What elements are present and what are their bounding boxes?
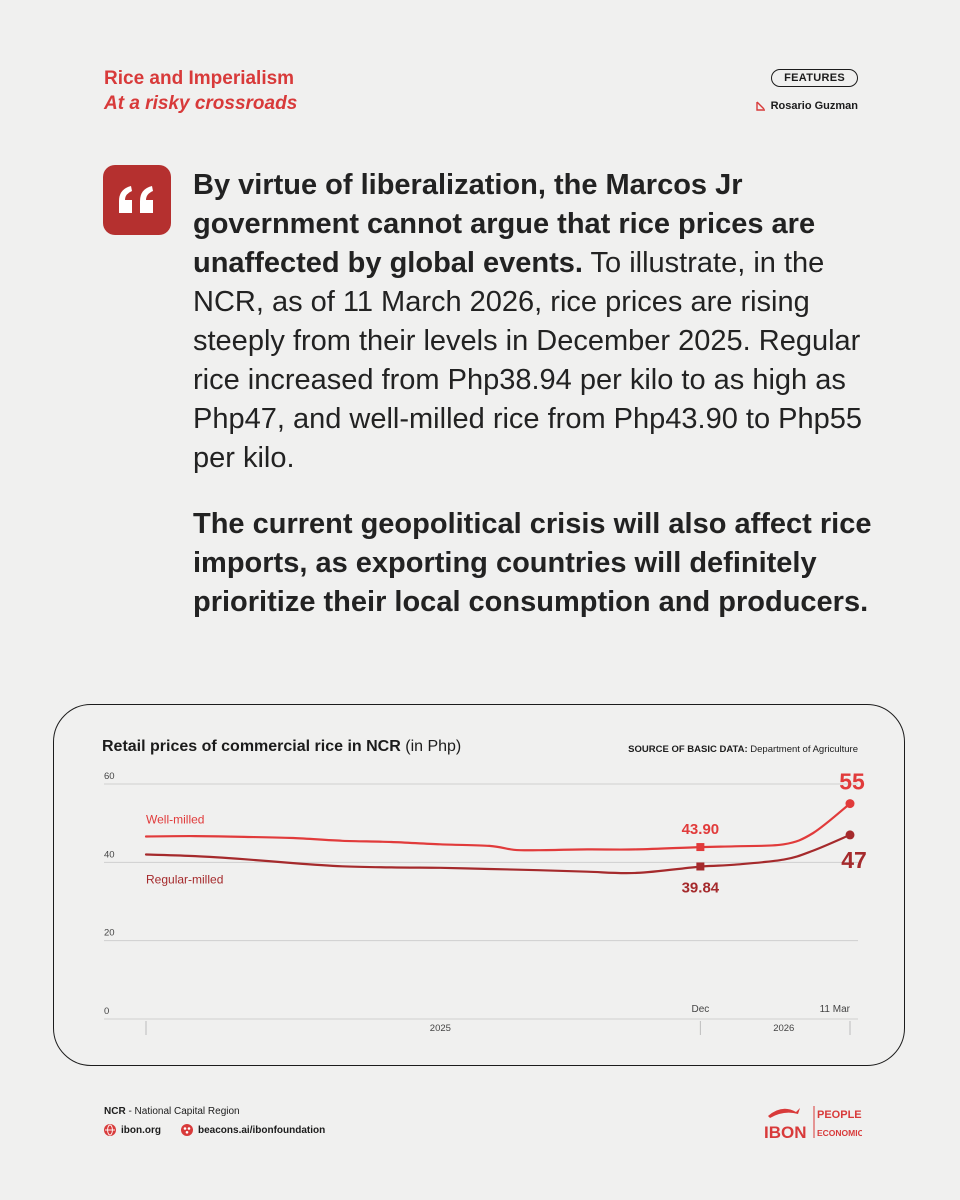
chart-card: Retail prices of commercial rice in NCR … (53, 704, 905, 1066)
chart-title-text: Retail prices of commercial rice in NCR (102, 738, 401, 755)
article-body: By virtue of liberalization, the Marcos … (193, 166, 873, 622)
author-name: Rosario Guzman (770, 100, 858, 112)
marker-regular-milled-1 (845, 830, 855, 840)
y-tick-label-1: 20 (104, 928, 115, 939)
footer-link-website-text: ibon.org (121, 1124, 161, 1136)
y-tick-label-3: 60 (104, 771, 115, 782)
footer-abbr-def: - National Capital Region (125, 1106, 240, 1117)
paragraph-1-rest: To illustrate, in the NCR, as of 11 Marc… (193, 247, 862, 474)
data-label-regular-milled-1: 47 (841, 847, 867, 873)
series-line-well-milled (144, 802, 852, 852)
y-tick-label-2: 40 (104, 849, 115, 860)
x-tick-label-0: 2025 (430, 1023, 451, 1034)
data-label-well-milled-0: 43.90 (682, 821, 720, 838)
pen-icon (755, 101, 765, 111)
chart-source-label: SOURCE OF BASIC DATA: (628, 744, 748, 755)
footer-links: ibon.org beacons.ai/ibonfoundation (104, 1124, 339, 1136)
footer-link-beacons[interactable]: beacons.ai/ibonfoundation (181, 1124, 325, 1136)
series-title-main: Rice and Imperialism (104, 68, 295, 89)
chart-source: SOURCE OF BASIC DATA: Department of Agri… (628, 744, 858, 755)
series-subtitle: At a risky crossroads (104, 93, 298, 114)
x-tick-label-3: 11 Mar (820, 1004, 851, 1015)
series-label-regular-milled: Regular-milled (146, 873, 223, 887)
footer-abbreviation: NCR - National Capital Region (104, 1106, 240, 1117)
paragraph-2: The current geopolitical crisis will als… (193, 508, 872, 618)
footer-link-website[interactable]: ibon.org (104, 1124, 161, 1136)
chart-source-text: Department of Agriculture (750, 744, 858, 755)
section-badge[interactable]: FEATURES (771, 69, 858, 87)
paragraph-1: By virtue of liberalization, the Marcos … (193, 166, 873, 478)
data-label-regular-milled-0: 39.84 (682, 879, 720, 896)
x-tick-label-2: 2026 (773, 1023, 794, 1034)
quote-mark-icon (103, 165, 171, 235)
footer-link-beacons-text: beacons.ai/ibonfoundation (198, 1124, 326, 1136)
ibon-people-economics-logo: IBON PEOPLE ECONOMICS (764, 1106, 862, 1142)
data-label-well-milled-1: 55 (839, 769, 865, 795)
marker-well-milled-1 (845, 799, 855, 809)
logo-economics-text: ECONOMICS (817, 1128, 862, 1138)
x-tick-label-1: Dec (691, 1004, 709, 1015)
series-title: Rice and Imperialism At a risky crossroa… (104, 66, 297, 116)
marker-well-milled-0 (696, 843, 705, 852)
paragraph-1-lead: By virtue of liberalization, the Marcos … (193, 169, 816, 279)
footer-abbr: NCR (104, 1106, 126, 1117)
y-tick-label-0: 0 (104, 1006, 109, 1017)
logo-people-text: PEOPLE (817, 1109, 862, 1121)
globe-icon (104, 1124, 116, 1136)
chart-title: Retail prices of commercial rice in NCR … (102, 738, 461, 756)
beacons-icon (181, 1124, 193, 1136)
chart-title-unit: (in Php) (405, 738, 462, 755)
series-line-regular-milled (144, 833, 852, 875)
logo-ibon-text: IBON (764, 1123, 807, 1142)
marker-regular-milled-0 (696, 862, 705, 871)
line-chart: 0 20 40 60 2025 Dec 2026 11 Mar Well-milled 43.90… (104, 769, 867, 1035)
series-label-well-milled: Well-milled (146, 812, 204, 826)
author-byline: Rosario Guzman (755, 100, 858, 112)
